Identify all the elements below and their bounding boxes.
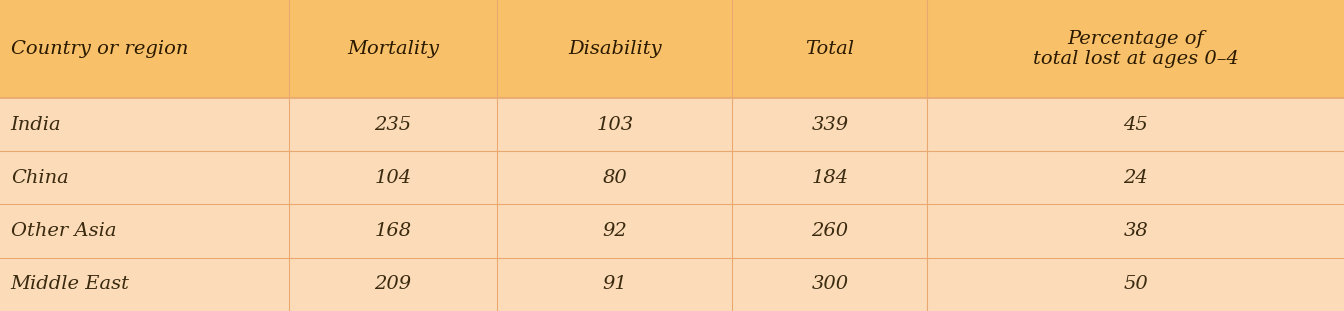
Text: 339: 339: [812, 116, 848, 134]
Text: 260: 260: [812, 222, 848, 240]
Text: 91: 91: [602, 275, 628, 293]
Text: Total: Total: [805, 40, 855, 58]
Text: 38: 38: [1124, 222, 1148, 240]
Bar: [0, 258, 1344, 311]
Text: 168: 168: [375, 222, 411, 240]
Text: 92: 92: [602, 222, 628, 240]
Text: 103: 103: [597, 116, 633, 134]
Text: Percentage of
total lost at ages 0–4: Percentage of total lost at ages 0–4: [1032, 30, 1239, 68]
Text: 235: 235: [375, 116, 411, 134]
Text: 104: 104: [375, 169, 411, 187]
Text: Mortality: Mortality: [347, 40, 439, 58]
Text: Middle East: Middle East: [11, 275, 130, 293]
Text: China: China: [11, 169, 69, 187]
Text: 184: 184: [812, 169, 848, 187]
Bar: [0, 0, 1344, 98]
Text: Disability: Disability: [569, 40, 661, 58]
Text: 50: 50: [1124, 275, 1148, 293]
Text: 300: 300: [812, 275, 848, 293]
Text: 209: 209: [375, 275, 411, 293]
Text: India: India: [11, 116, 62, 134]
Bar: [0, 204, 1344, 258]
Text: Other Asia: Other Asia: [11, 222, 116, 240]
Bar: [0, 151, 1344, 204]
Text: 80: 80: [602, 169, 628, 187]
Bar: [0, 98, 1344, 151]
Text: 24: 24: [1124, 169, 1148, 187]
Text: 45: 45: [1124, 116, 1148, 134]
Text: Country or region: Country or region: [11, 40, 188, 58]
